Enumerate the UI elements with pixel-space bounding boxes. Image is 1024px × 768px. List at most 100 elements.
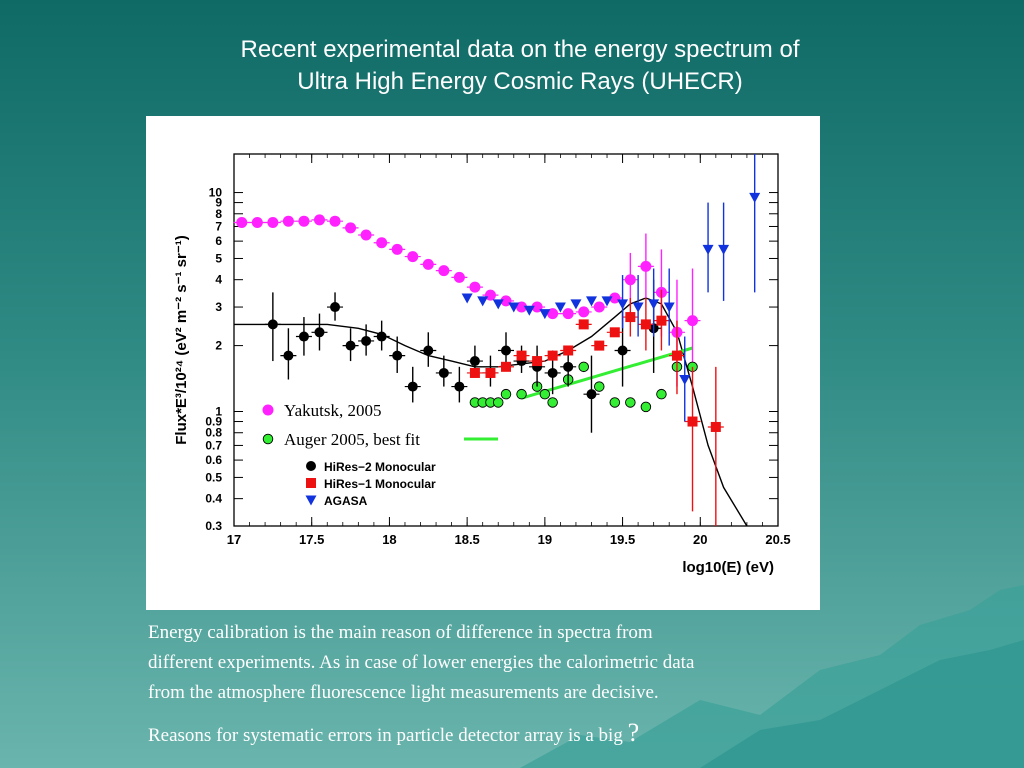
data-point-hires-2-monocular — [267, 319, 278, 330]
data-point-yakutsk-2005 — [687, 315, 699, 327]
data-point-hires-1-monocular — [687, 416, 698, 427]
x-axis-label: log10(E) (eV) — [682, 559, 774, 576]
data-point-agasa — [570, 299, 582, 310]
data-point-agasa — [601, 296, 613, 307]
data-point-agasa — [508, 302, 520, 313]
data-point-auger-2005-best-fit — [625, 397, 636, 408]
y-tick-label: 0.7 — [205, 438, 222, 452]
legend-auger-2005-best-fit-label: Auger 2005, best fit — [284, 430, 420, 449]
y-axis-label: Flux*E³/10²⁴ (eV² m⁻² s⁻¹ sr⁻¹) — [173, 235, 190, 445]
data-point-hires-2-monocular — [345, 340, 356, 351]
y-tick-label: 1 — [215, 405, 222, 419]
data-point-auger-2005-best-fit — [656, 388, 667, 400]
data-point-auger-2005-best-fit — [492, 397, 504, 408]
data-point-hires-1-monocular — [594, 340, 605, 351]
data-point-hires-2-monocular — [586, 389, 597, 400]
data-point-yakutsk-2005 — [422, 258, 434, 270]
data-point-yakutsk-2005 — [484, 289, 496, 301]
data-point-hires-1-monocular — [640, 319, 651, 330]
data-point-auger-2005-best-fit — [547, 397, 558, 408]
legend-yakutsk-2005-label: Yakutsk, 2005 — [284, 401, 381, 420]
data-point-auger-2005-best-fit — [640, 401, 652, 413]
data-point-yakutsk-2005 — [391, 243, 403, 255]
chart-figure: 17 17.5 18 18.5 19 19.5 20 20.5 0.3 0.4 0.5 0.6 0.7 0… — [146, 116, 820, 610]
data-point-agasa — [539, 309, 551, 320]
data-point-hires-2-monocular — [392, 350, 403, 361]
data-point-yakutsk-2005 — [267, 216, 279, 228]
data-point-agasa — [585, 296, 597, 307]
data-point-yakutsk-2005 — [609, 292, 621, 304]
data-point-hires-1-monocular — [501, 361, 511, 372]
data-point-agasa — [718, 244, 730, 255]
data-point-hires-2-monocular — [438, 367, 449, 378]
data-point-yakutsk-2005 — [516, 301, 528, 313]
y-tick-label: 0.8 — [205, 426, 222, 440]
data-point-hires-1-monocular — [671, 350, 682, 361]
y-tick-label: 8 — [215, 207, 222, 221]
data-point-agasa — [648, 299, 660, 310]
data-point-hires-2-monocular — [314, 327, 325, 338]
data-point-hires-2-monocular — [330, 302, 341, 313]
data-point-agasa — [523, 305, 535, 316]
data-point-agasa — [749, 192, 761, 203]
data-point-agasa — [663, 302, 675, 313]
data-point-hires-2-monocular — [454, 381, 465, 392]
data-point-agasa — [617, 299, 629, 310]
data-point-agasa — [492, 299, 504, 310]
y-tick-label: 6 — [215, 234, 222, 248]
data-point-hires-1-monocular — [469, 367, 480, 378]
data-point-yakutsk-2005 — [345, 222, 357, 234]
data-point-auger-2005-best-fit — [578, 361, 589, 373]
x-tick-label: 20 — [693, 532, 707, 547]
y-tick-label: 0.9 — [205, 415, 222, 429]
data-point-yakutsk-2005 — [407, 251, 419, 263]
data-point-yakutsk-2005 — [251, 216, 263, 228]
data-point-auger-2005-best-fit — [516, 388, 527, 400]
data-point-auger-2005-best-fit — [539, 388, 551, 400]
x-tick-label: 20.5 — [765, 532, 790, 547]
legend-yakutsk-2005-marker — [262, 404, 274, 416]
data-point-yakutsk-2005 — [282, 215, 294, 227]
data-point-yakutsk-2005 — [313, 214, 325, 226]
data-point-agasa — [702, 244, 714, 255]
data-point-hires-2-monocular — [376, 331, 387, 342]
y-tick-label: 2 — [215, 339, 222, 353]
x-tick-label: 18.5 — [454, 532, 479, 547]
data-point-agasa — [554, 302, 566, 313]
legend-hires-2-monocular-marker — [306, 461, 316, 471]
data-point-hires-1-monocular — [625, 312, 636, 323]
data-point-hires-1-monocular — [578, 319, 589, 330]
data-point-hires-1-monocular — [710, 421, 721, 432]
y-tick-label: 7 — [215, 219, 222, 233]
slide-caption: Energy calibration is the main reason of… — [148, 618, 908, 751]
data-point-auger-2005-best-fit — [594, 381, 605, 392]
x-tick-label: 19.5 — [610, 532, 635, 547]
caption-line4: Reasons for systematic errors in particl… — [148, 718, 908, 751]
x-tick-label: 19 — [538, 532, 552, 547]
data-point-hires-2-monocular — [469, 356, 480, 367]
data-point-yakutsk-2005 — [624, 274, 636, 286]
data-point-auger-2005-best-fit — [609, 397, 621, 408]
data-point-agasa — [679, 375, 691, 386]
data-point-yakutsk-2005 — [469, 281, 481, 293]
data-point-hires-2-monocular — [547, 367, 558, 378]
data-point-yakutsk-2005 — [360, 229, 372, 241]
slide-title-line1: Recent experimental data on the energy s… — [240, 36, 800, 63]
energy-spectrum-chart: 17 17.5 18 18.5 19 19.5 20 20.50.30.40.50.60.70… — [173, 153, 791, 576]
legend-agasa-marker — [305, 495, 317, 506]
caption-line4-text: Reasons for systematic errors in particl… — [148, 725, 623, 746]
caption-question-mark: ? — [627, 718, 640, 747]
data-point-hires-1-monocular — [485, 367, 496, 378]
data-point-hires-1-monocular — [547, 350, 558, 361]
y-tick-label: 3 — [215, 300, 222, 314]
slide-title-line2: Ultra High Energy Cosmic Rays (UHECR) — [297, 68, 743, 95]
x-tick-label: 17.5 — [299, 532, 324, 547]
data-point-yakutsk-2005 — [500, 295, 512, 307]
data-point-hires-2-monocular — [298, 331, 309, 342]
data-point-agasa — [461, 293, 473, 304]
data-point-yakutsk-2005 — [236, 216, 248, 228]
y-tick-label: 10 — [209, 186, 223, 200]
data-point-hires-1-monocular — [516, 350, 527, 361]
data-point-hires-2-monocular — [617, 345, 628, 356]
